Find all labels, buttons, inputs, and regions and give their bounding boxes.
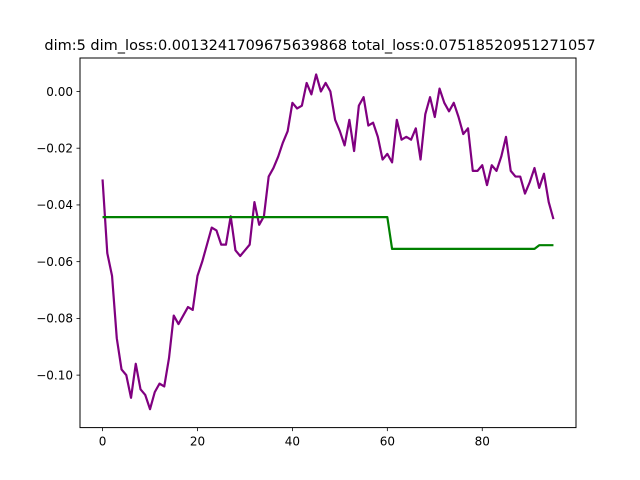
series-layer (101, 73, 555, 411)
chart-title: dim:5 dim_loss:0.0013241709675639868 tot… (44, 38, 595, 54)
x-tick-label: 40 (285, 435, 300, 449)
series-line-1 (101, 73, 555, 411)
y-tick-label: −0.06 (36, 255, 73, 269)
plot-area-frame (79, 57, 577, 429)
y-tick-label: −0.02 (36, 142, 73, 156)
y-tick-label: −0.04 (36, 198, 73, 212)
x-axis: 0 20 40 60 80 (99, 427, 490, 449)
x-tick-label: 80 (475, 435, 490, 449)
x-tick-label: 0 (99, 435, 107, 449)
x-tick-label: 60 (380, 435, 395, 449)
y-axis: −0.10 −0.08 −0.06 −0.04 −0.02 0.00 (36, 85, 80, 382)
series-line-2 (102, 216, 554, 250)
y-tick-label: 0.00 (46, 85, 73, 99)
x-tick-label: 20 (190, 435, 205, 449)
y-tick-label: −0.08 (36, 312, 73, 326)
y-tick-label: −0.10 (36, 368, 73, 382)
